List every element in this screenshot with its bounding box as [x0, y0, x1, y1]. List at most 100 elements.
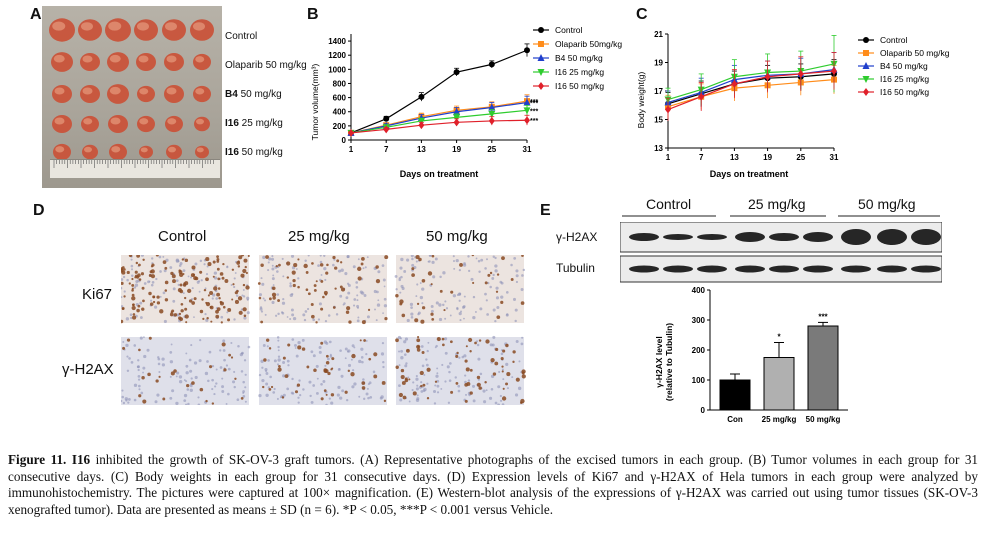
ihc-stain — [178, 269, 182, 272]
chart-b-data-point — [418, 93, 425, 100]
chart-c-legend-label: Olaparib 50 mg/kg — [880, 48, 950, 58]
ihc-nucleus — [161, 357, 165, 361]
ihc-nucleus — [265, 382, 269, 386]
ihc-nucleus — [246, 296, 250, 300]
chart-b-x-tick-label: 7 — [384, 145, 389, 154]
ihc-nucleus — [308, 380, 312, 384]
chart-c-series-line — [667, 79, 835, 108]
ihc-nucleus — [215, 297, 219, 300]
ihc-stain — [131, 293, 135, 297]
ihc-stain — [224, 279, 229, 283]
tumor-highlight — [55, 146, 65, 153]
ihc-stain — [231, 298, 234, 301]
ihc-nucleus — [365, 352, 368, 356]
ihc-stain — [216, 267, 220, 271]
ihc-nucleus — [204, 287, 207, 290]
ihc-stain — [339, 285, 343, 289]
ihc-stain — [297, 258, 300, 261]
ihc-nucleus — [376, 303, 381, 307]
ihc-stain — [315, 280, 318, 283]
ihc-stain — [492, 372, 497, 376]
ihc-nucleus — [373, 289, 377, 294]
ihc-nucleus — [346, 350, 350, 353]
ihc-nucleus — [324, 278, 327, 282]
ihc-nucleus — [320, 382, 323, 386]
ihc-nucleus — [208, 350, 212, 354]
ihc-nucleus — [383, 304, 388, 308]
ihc-stain — [228, 353, 232, 357]
ihc-nucleus — [520, 288, 524, 292]
ihc-nucleus — [260, 359, 264, 363]
tumor-highlight — [83, 118, 93, 125]
ihc-stain — [162, 260, 167, 264]
ihc-stain — [238, 310, 243, 315]
ihc-nucleus — [484, 267, 487, 270]
ihc-stain — [436, 337, 441, 342]
ihc-nucleus — [126, 369, 130, 373]
ihc-stain — [216, 260, 220, 263]
ihc-nucleus — [430, 304, 434, 308]
ihc-nucleus — [382, 312, 384, 315]
ihc-nucleus — [399, 266, 403, 270]
ihc-nucleus — [232, 380, 236, 384]
chart-e-y-tick-label: 400 — [692, 286, 706, 295]
ihc-stain — [206, 316, 209, 320]
ihc-nucleus — [409, 302, 414, 307]
ihc-nucleus — [226, 311, 229, 314]
row-label-i16-25: I16 25 mg/kg — [225, 118, 283, 129]
ihc-stain — [297, 345, 302, 350]
ihc-nucleus — [398, 364, 401, 367]
ihc-nucleus — [161, 363, 166, 367]
chart-b-x-tick-label: 25 — [487, 145, 496, 154]
ihc-nucleus — [457, 389, 461, 393]
ihc-stain — [521, 255, 524, 257]
ihc-stain — [427, 271, 433, 276]
ihc-nucleus — [479, 372, 483, 376]
ihc-stain — [357, 276, 362, 281]
ihc-nucleus — [444, 300, 447, 303]
ihc-nucleus — [125, 317, 130, 321]
ihc-stain — [421, 350, 425, 354]
ihc-nucleus — [467, 269, 471, 273]
ihc-nucleus — [374, 308, 376, 311]
blot-band-tubulin — [877, 265, 907, 273]
ihc-stain — [521, 374, 526, 379]
ihc-nucleus — [377, 270, 381, 274]
tumor-highlight — [166, 87, 177, 95]
ihc-stain — [191, 301, 195, 305]
ihc-stain — [126, 270, 130, 275]
ihc-stain — [431, 255, 435, 258]
ihc-nucleus — [307, 255, 310, 257]
ihc-stain — [490, 358, 495, 363]
ihc-nucleus — [323, 267, 327, 271]
chart-c-legend-label: Control — [880, 35, 908, 45]
ihc-nucleus — [291, 338, 295, 341]
row-label-olaparib: Olaparib 50 mg/kg — [225, 60, 307, 71]
ihc-nucleus — [299, 393, 302, 397]
ihc-nucleus — [290, 255, 295, 258]
ihc-stain — [400, 374, 405, 380]
ihc-nucleus — [458, 312, 462, 316]
ihc-stain — [184, 258, 189, 263]
ihc-nucleus — [500, 295, 504, 299]
ihc-stain — [121, 307, 124, 310]
ihc-nucleus — [423, 387, 427, 392]
ihc-nucleus — [344, 357, 347, 360]
ihc-stain — [137, 304, 141, 308]
ihc-nucleus — [291, 292, 294, 296]
ihc-stain — [271, 286, 276, 291]
chart-c-data-point — [797, 69, 804, 78]
ihc-stain — [331, 357, 335, 361]
ihc-nucleus — [463, 295, 466, 298]
chart-b-significance: *** — [530, 101, 538, 108]
panel-letter-e: E — [540, 202, 551, 219]
ihc-stain — [313, 288, 317, 292]
ihc-stain — [284, 374, 289, 379]
ihc-nucleus — [191, 287, 194, 290]
ihc-nucleus — [320, 274, 323, 276]
ihc-nucleus — [310, 350, 314, 354]
chart-e-category-label: 25 mg/kg — [762, 415, 797, 424]
chart-c-legend-marker — [862, 62, 870, 69]
chart-c-legend-marker — [862, 76, 870, 83]
ihc-nucleus — [237, 344, 240, 348]
